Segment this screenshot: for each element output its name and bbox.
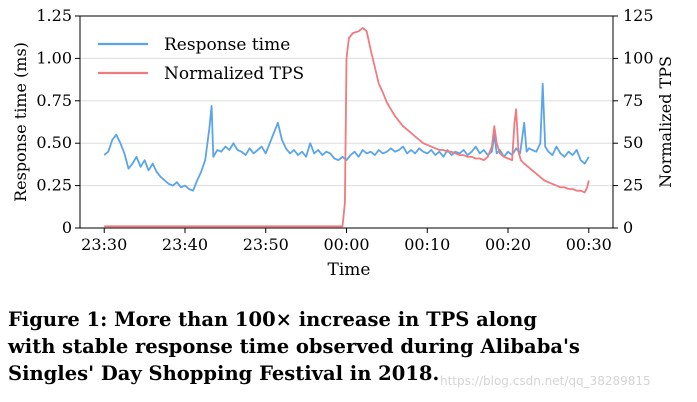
left-axis: 0 0.25 0.50 0.75 1.00 1.25 <box>36 6 80 237</box>
x-tick-label: 00:20 <box>485 235 531 254</box>
y-tick-label-left: 0.25 <box>36 176 72 195</box>
x-tick-label: 23:30 <box>81 235 127 254</box>
legend-label-normalized-tps: Normalized TPS <box>164 64 304 84</box>
y-tick-label-right: 125 <box>623 6 654 25</box>
caption-line-3: Singles' Day Shopping Festival in 2018. <box>8 362 440 385</box>
x-tick-label: 00:10 <box>404 235 450 254</box>
x-axis-label: Time <box>328 260 371 280</box>
watermark: https://blog.csdn.net/qq_38289815 <box>440 374 651 388</box>
x-axis: 23:30 23:40 23:50 00:00 00:10 00:20 00:30 <box>81 228 612 254</box>
figure-caption: Figure 1: More than 100× increase in TPS… <box>8 306 692 387</box>
y-tick-label-left: 0.75 <box>36 91 72 110</box>
legend: Response time Normalized TPS <box>98 35 304 84</box>
plot-frame <box>79 15 614 229</box>
y-tick-label-left: 1.00 <box>36 48 72 67</box>
chart: 0 0.25 0.50 0.75 1.00 1.25 0 25 50 75 100 125 23:3… <box>11 6 675 280</box>
y-axis-label-left: Response time (ms) <box>11 42 30 202</box>
y-axis-label-right: Normalized TPS <box>656 56 675 188</box>
x-tick-label: 23:40 <box>162 235 208 254</box>
y-tick-label-right: 25 <box>623 176 643 195</box>
y-tick-label-right: 50 <box>623 133 643 152</box>
x-tick-label: 23:50 <box>243 235 289 254</box>
x-tick-label: 00:30 <box>566 235 612 254</box>
y-tick-label-left: 1.25 <box>36 6 72 25</box>
y-tick-label-left: 0.50 <box>36 133 72 152</box>
right-axis: 0 25 50 75 100 125 <box>613 6 654 237</box>
y-tick-label-right: 0 <box>623 218 633 237</box>
x-tick-label: 00:00 <box>323 235 369 254</box>
y-tick-label-right: 100 <box>623 48 654 67</box>
caption-line-2: with stable response time observed durin… <box>8 335 580 358</box>
series-lines <box>103 27 590 228</box>
legend-label-response-time: Response time <box>164 35 290 55</box>
y-tick-label-left: 0 <box>62 218 72 237</box>
caption-line-1: Figure 1: More than 100× increase in TPS… <box>8 308 537 331</box>
y-tick-label-right: 75 <box>623 91 643 110</box>
series-line-normalized-tps <box>104 27 590 228</box>
